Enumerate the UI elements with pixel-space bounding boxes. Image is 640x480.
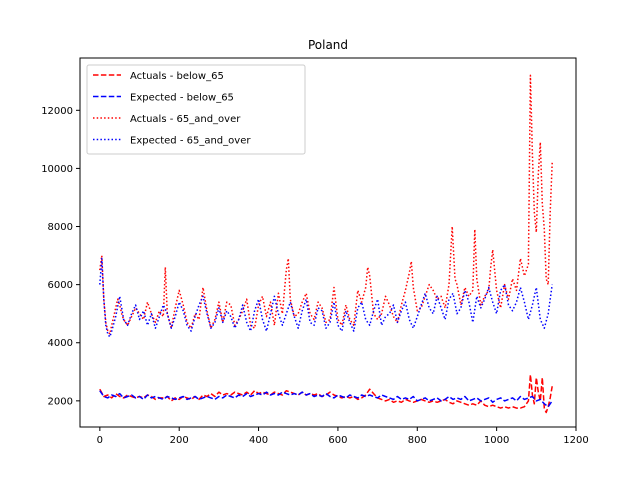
legend-label-2: Actuals - 65_and_over <box>130 114 241 125</box>
legend-label-0: Actuals - below_65 <box>130 71 224 82</box>
series-line-1 <box>99 390 553 408</box>
series-line-2 <box>99 74 553 335</box>
legend: Actuals - below_65 Expected - below_65 Act… <box>86 64 306 155</box>
x-tick-label: 800 <box>408 435 427 446</box>
plot-frame <box>79 57 577 428</box>
legend-label-3: Expected - 65_and_over <box>130 136 251 147</box>
x-tick-label: 0 <box>97 435 103 446</box>
y-tick-label: 8000 <box>48 222 73 233</box>
x-tick-label: 400 <box>249 435 268 446</box>
y-tick-label: 10000 <box>41 164 73 175</box>
x-tick-label: 600 <box>328 435 347 446</box>
legend-box <box>86 64 306 155</box>
x-tick-label: 1000 <box>484 435 509 446</box>
series-line-0 <box>99 373 553 414</box>
y-tick-label: 6000 <box>48 280 73 291</box>
y-tick-label: 12000 <box>41 106 73 117</box>
x-tick-label: 1200 <box>563 435 588 446</box>
y-axis: 2000 4000 6000 8000 10000 12000 <box>41 106 80 407</box>
x-axis: 0 200 400 600 800 1000 1200 <box>97 427 589 446</box>
y-tick-label: 4000 <box>48 338 73 349</box>
chart-title: Poland <box>308 38 348 52</box>
series-layer <box>99 74 553 414</box>
series-line-3 <box>99 257 553 338</box>
legend-label-1: Expected - below_65 <box>130 93 234 104</box>
x-tick-label: 200 <box>170 435 189 446</box>
y-tick-label: 2000 <box>48 396 73 407</box>
